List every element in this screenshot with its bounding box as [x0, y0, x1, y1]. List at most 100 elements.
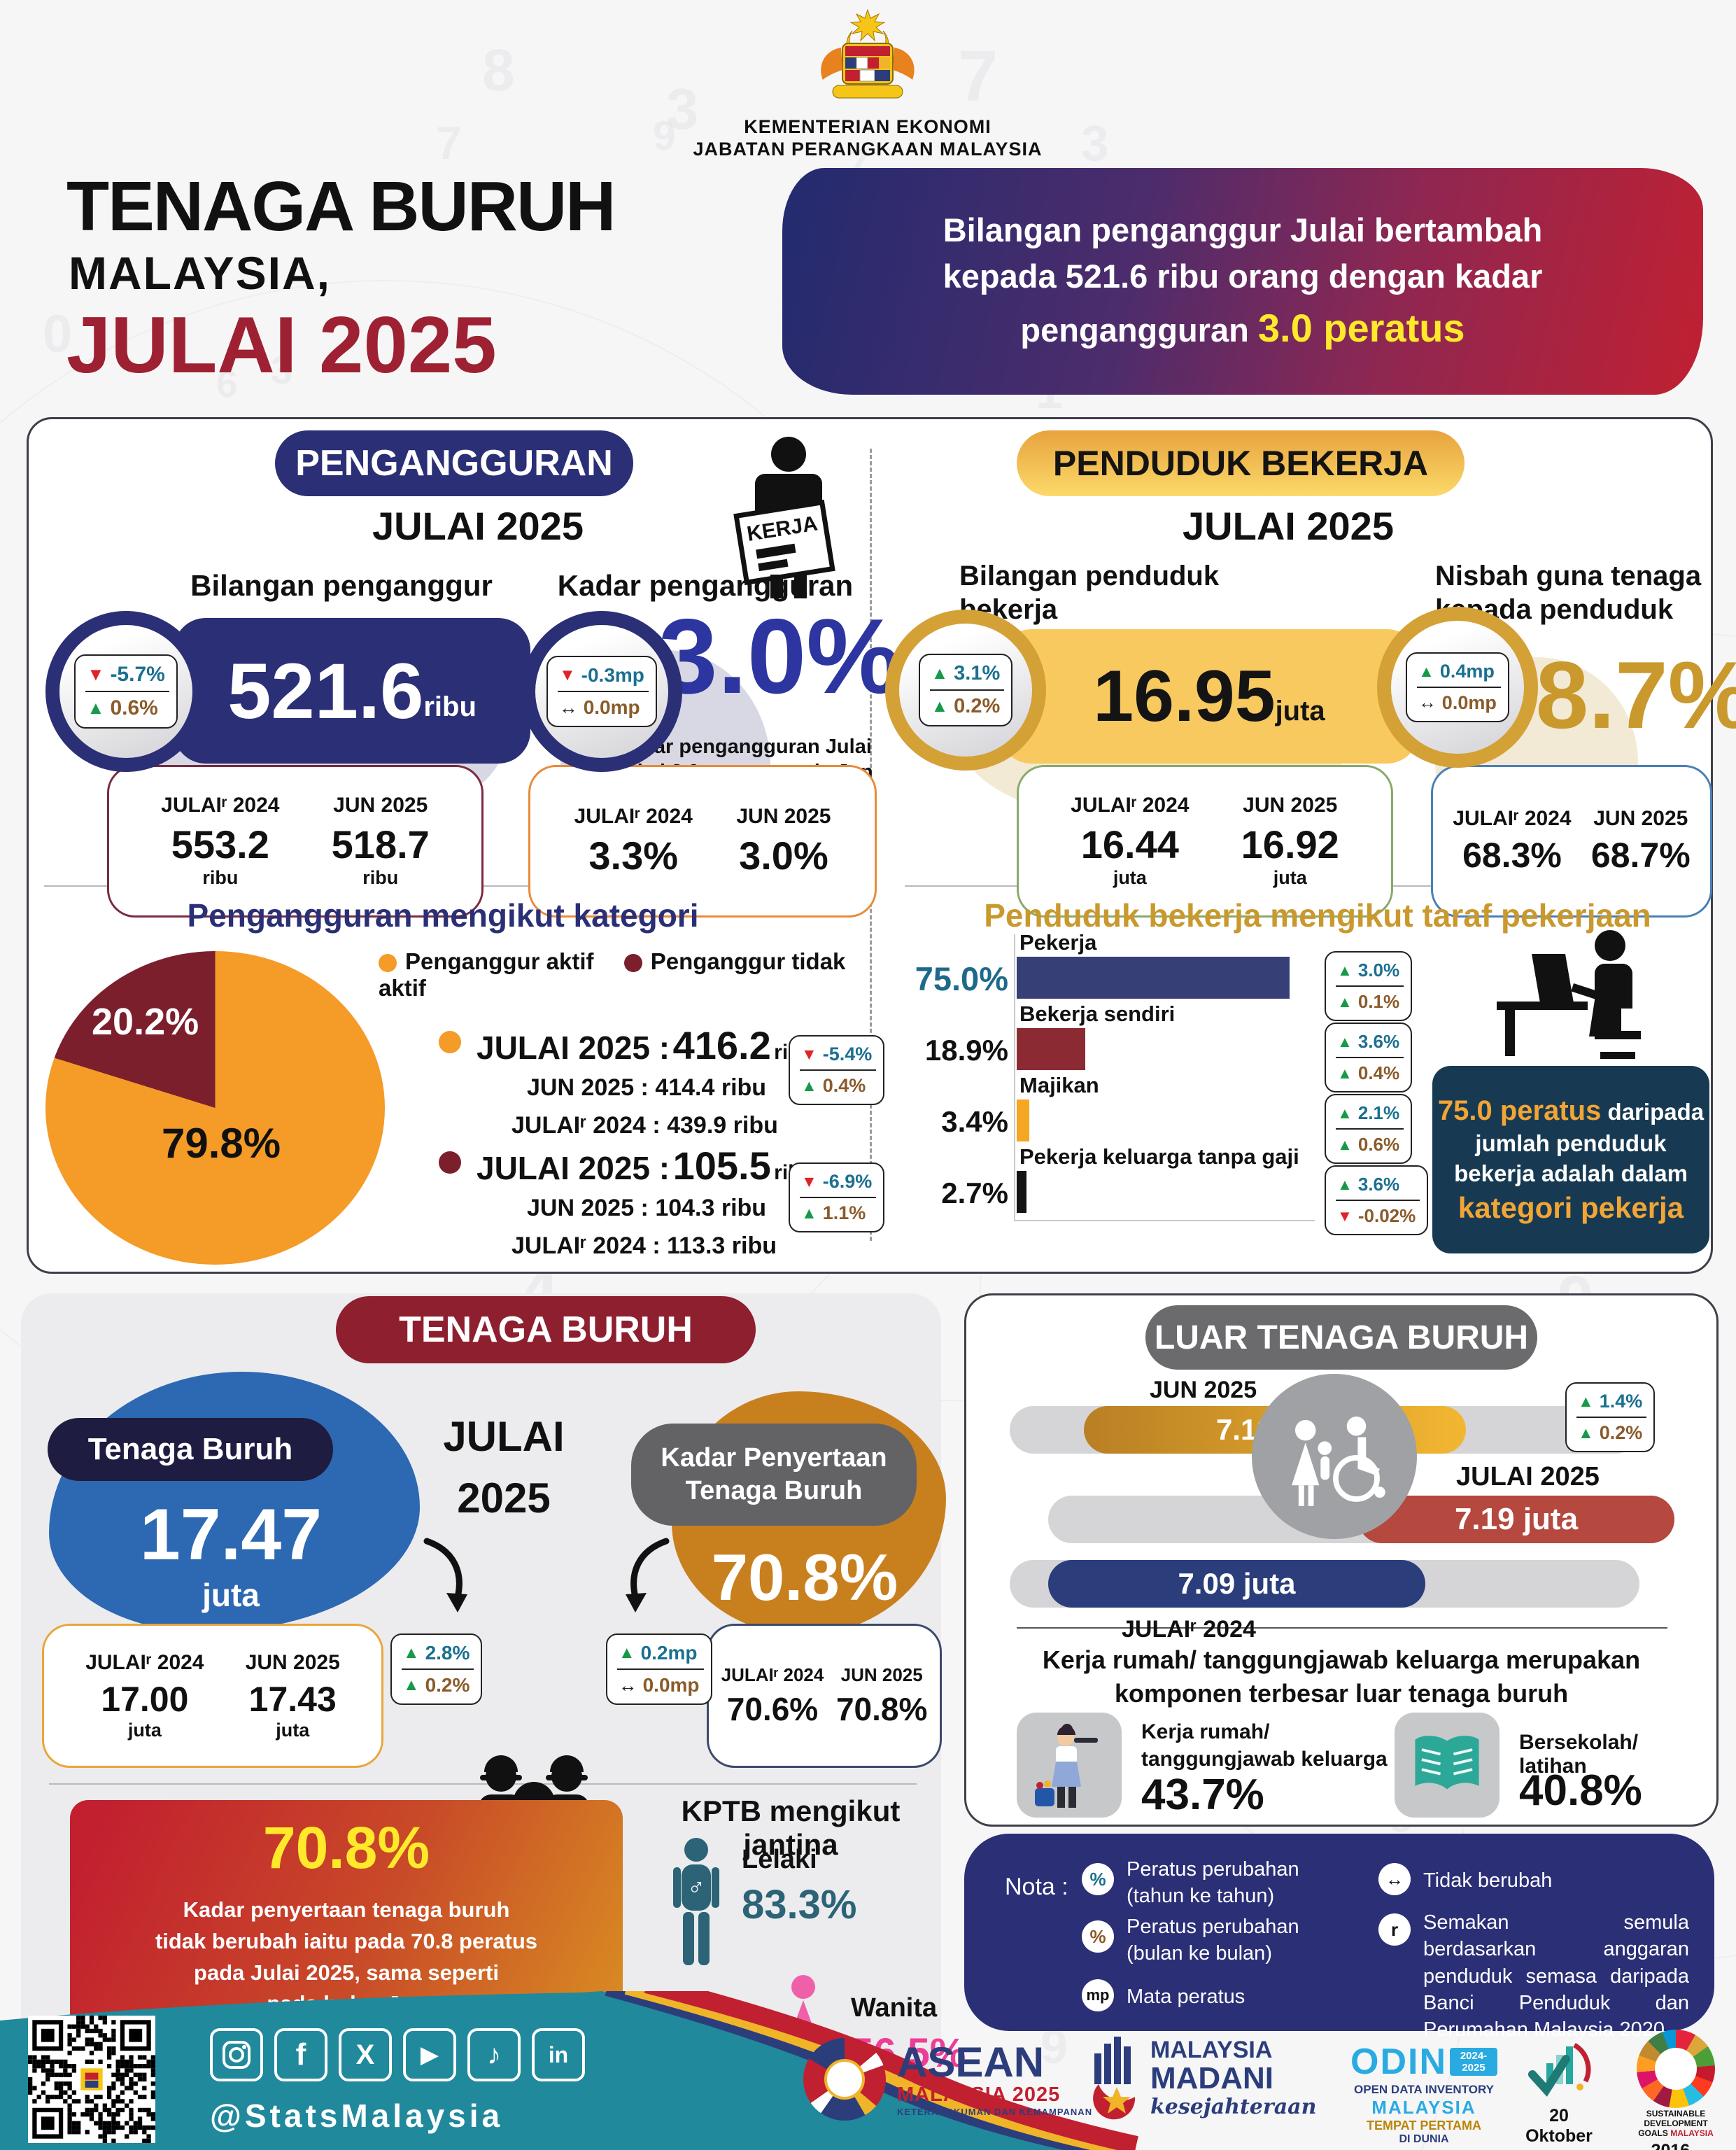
nota-item4: Tidak berubah — [1423, 1869, 1553, 1892]
luar-change-badge: ▲ 1.4% ▲ 0.2% — [1565, 1382, 1656, 1452]
bar-pekerja — [1017, 957, 1290, 999]
bilangan-penganggur-label: Bilangan penganggur — [190, 569, 493, 602]
section-pill-luar-tenaga-buruh: LUAR TENAGA BURUH — [1145, 1305, 1537, 1370]
kptb-label-pill: Kadar Penyertaan Tenaga Buruh — [631, 1424, 917, 1526]
luar-bar-julai24: 7.09 juta — [1048, 1560, 1425, 1608]
x-icon[interactable]: X — [339, 2028, 392, 2081]
up-arrow-icon: ▲ — [1418, 662, 1434, 680]
bar-badge-0: ▲ 3.0% ▲ 0.1% — [1325, 951, 1413, 1021]
male-value: 83.3% — [742, 1882, 857, 1927]
linkedin-icon[interactable]: in — [532, 2028, 585, 2081]
kerja-newspaper-icon: KERJA — [733, 437, 835, 598]
housework-label: Kerja rumah/tanggungjawab keluarga — [1141, 1720, 1388, 1771]
tenaga-buruh-period2: 2025 — [457, 1475, 551, 1522]
curved-arrow-right-icon — [626, 1538, 670, 1612]
down-arrow-icon: ▼ — [559, 666, 576, 684]
down-arrow-icon: ▼ — [87, 664, 105, 684]
female-label: Wanita — [851, 1993, 938, 2023]
nisbah-ring: ▲ 0.4mp ↔ 0.0mp — [1377, 607, 1538, 768]
bilangan-comparison-box: JULAIʳ 2024 553.2 ribu JUN 2025 518.7 ribu — [107, 765, 484, 918]
luar-label-julai24: JULAIʳ 2024 — [1122, 1616, 1256, 1643]
bilangan-penganggur-ring: ▼ -5.7% ▲ 0.6% — [45, 611, 206, 772]
bar-badge-3: ▲ 3.6% ▼ -0.02% — [1325, 1165, 1429, 1235]
bar-label-2: Majikan — [1019, 1073, 1099, 1097]
top-statistics-card: PENGANGGURAN KERJA JULAI 2025 Bilangan p… — [27, 417, 1736, 1274]
bilangan-penduduk-ring: ▲ 3.1% ▲ 0.2% — [885, 610, 1046, 771]
bilangan-penduduk-value-box: 16.95 juta — [999, 629, 1419, 764]
bilangan-penganggur-value-box: 521.6 ribu — [174, 618, 530, 764]
asean-2025-logo: ASEAN MALAYSIA 2025 KETERANGKUMAN DAN KE… — [803, 2038, 1092, 2121]
inactive-sub2-row: JULAIʳ 2024 : 113.3 ribu — [511, 1232, 777, 1259]
tenaga-buruh-comparison-box: JULAIʳ 2024 17.00 juta JUN 2025 17.43 juta — [42, 1624, 383, 1768]
pekerja-callout-box: 75.0 peratus daripada jumlah penduduk be… — [1432, 1066, 1709, 1253]
bar-majikan — [1017, 1099, 1029, 1141]
tiktok-icon[interactable]: ♪ — [467, 2028, 521, 2081]
madani-icon — [1093, 2037, 1136, 2120]
family-circle-icon — [1252, 1374, 1417, 1539]
luar-tenaga-buruh-card: LUAR TENAGA BURUH ▲ 1.4% ▲ 0.2% JUN 2025 7… — [964, 1293, 1719, 1827]
kptb-value: 70.8% — [711, 1540, 898, 1614]
malaysia-madani-logo: MALAYSIA MADANI kesejahteraan — [1089, 2035, 1316, 2122]
bar-label-1: Bekerja sendiri — [1019, 1002, 1176, 1026]
bar-pct-0: 75.0% — [915, 960, 1008, 997]
male-figure-icon: ♂ — [673, 1838, 719, 1965]
active-bullet — [439, 1031, 461, 1053]
bar-pct-3: 2.7% — [941, 1176, 1008, 1209]
housework-icon-box — [1017, 1713, 1122, 1818]
bar-label-0: Pekerja — [1019, 930, 1097, 955]
instagram-icon[interactable] — [210, 2028, 263, 2081]
headline-line2: kepada 521.6 ribu orang dengan kadar — [943, 258, 1543, 295]
bar-pekerja-keluarga — [1017, 1171, 1027, 1213]
headline-highlight: 3.0 peratus — [1257, 305, 1465, 350]
no-change-icon: ↔ — [1378, 1863, 1411, 1895]
kptb-change-badge: ▲ 0.2mp ↔ 0.0mp — [606, 1633, 712, 1705]
pie-label-inactive: 20.2% — [92, 1001, 199, 1043]
sdg-logo: SUSTAINABLE DEVELOPMENT GOALS MALAYSIA 2… — [1630, 2030, 1721, 2150]
luar-label-julai25: JULAI 2025 — [1456, 1462, 1600, 1491]
penduduk-comparison-box: JULAIʳ 2024 16.44 juta JUN 2025 16.92 juta — [1017, 765, 1393, 918]
worker-at-desk-icon — [1497, 930, 1641, 1059]
no-change-arrow-icon: ↔ — [559, 696, 578, 718]
school-icon-box — [1395, 1713, 1499, 1818]
book-icon — [1415, 1736, 1479, 1790]
page-title-line1: TENAGA BURUH — [66, 167, 616, 246]
social-handle[interactable]: @StatsMalaysia — [210, 2098, 504, 2134]
active-sub2-row: JULAIʳ 2024 : 439.9 ribu — [511, 1112, 778, 1139]
up-arrow-icon: ▲ — [931, 663, 949, 683]
active-main-row: JULAI 2025 : 416.2 ribu — [477, 1023, 814, 1067]
pengangguran-pie-chart — [45, 951, 385, 1265]
headline-line1: Bilangan penganggur Julai bertambah — [943, 211, 1543, 248]
tenaga-buruh-card: TENAGA BURUH Tenaga Buruh 17.47 juta JUL… — [21, 1293, 966, 2101]
kategori-section-title: Pengangguran mengikut kategori — [187, 897, 699, 934]
up-arrow-icon: ▲ — [801, 1204, 817, 1222]
tenaga-buruh-label-pill: Tenaga Buruh — [48, 1418, 333, 1481]
department-name: JABATAN PERANGKAAN MALAYSIA — [693, 139, 1043, 160]
section-pill-tenaga-buruh: TENAGA BURUH — [336, 1296, 756, 1363]
up-arrow-icon: ▲ — [931, 696, 949, 716]
legend-dot-active — [379, 954, 397, 973]
pie-legend: Penganggur aktif Penganggur tidak aktif — [379, 948, 846, 1001]
bar-pct-1: 18.9% — [924, 1034, 1008, 1067]
headline-banner: Bilangan penganggur Julai bertambah kepa… — [782, 168, 1703, 395]
bar-bekerja-sendiri — [1017, 1028, 1086, 1070]
nota-title: Nota : — [1005, 1874, 1068, 1900]
luar-label-jun: JUN 2025 — [1150, 1377, 1257, 1403]
active-sub1-row: JUN 2025 : 414.4 ribu — [527, 1074, 767, 1101]
nota-item5: Semakan semula berdasarkan anggaran pend… — [1423, 1911, 1689, 2042]
pie-label-active: 79.8% — [162, 1120, 281, 1167]
pct-yoy-icon: % — [1082, 1863, 1114, 1895]
tenaga-buruh-period1: JULAI — [443, 1413, 565, 1460]
qr-code[interactable] — [28, 2016, 155, 2143]
kadar-pengangguran-ring: ▼ -0.3mp ↔ 0.0mp — [521, 611, 682, 772]
bar-badge-1: ▲ 3.6% ▲ 0.4% — [1325, 1023, 1413, 1092]
bilangan-penduduk-label: Bilangan penduduk bekerja — [959, 561, 1220, 625]
kadar-comparison-box: JULAIʳ 2024 3.3% JUN 2025 3.0% — [528, 765, 877, 918]
nota-item1: Peratus perubahan (tahun ke tahun) — [1127, 1858, 1299, 1908]
pengangguran-period: JULAI 2025 — [372, 504, 584, 548]
social-icons-row: f X ▶ ♪ in — [210, 2028, 585, 2081]
section-pill-pengangguran: PENGANGGURAN — [275, 430, 633, 496]
youtube-icon[interactable]: ▶ — [403, 2028, 456, 2081]
luar-desc-line1: Kerja rumah/ tanggungjawab keluarga meru… — [1042, 1645, 1641, 1674]
facebook-icon[interactable]: f — [274, 2028, 327, 2081]
